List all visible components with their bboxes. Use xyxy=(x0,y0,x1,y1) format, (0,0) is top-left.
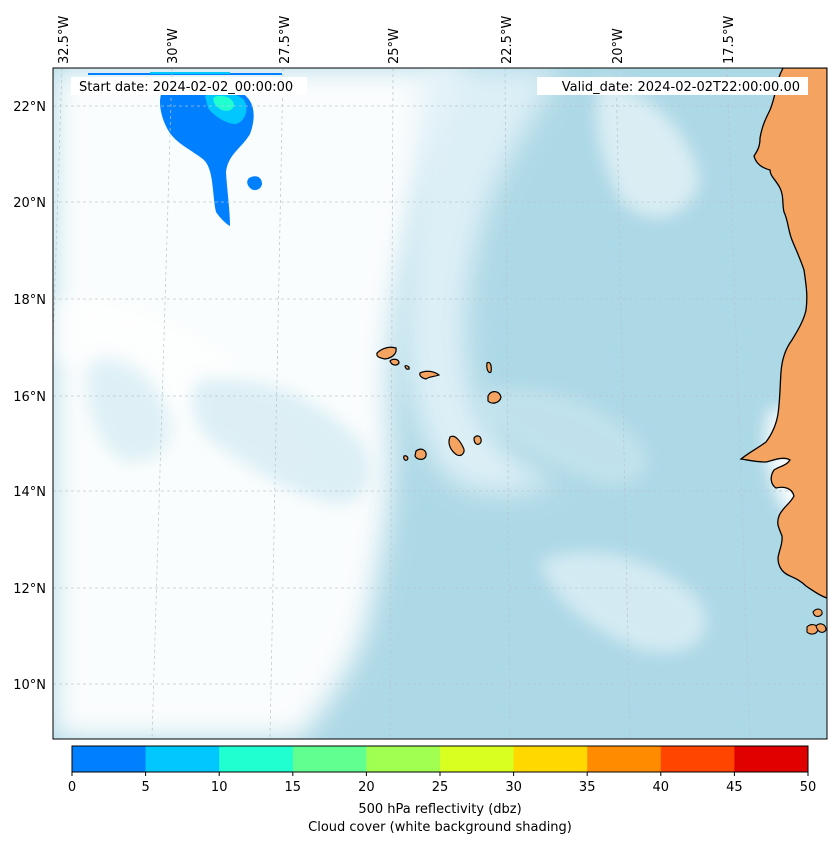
info-box-valid: Valid_date: 2024-02-02T22:00:00.00 xyxy=(537,77,808,95)
island-fogo xyxy=(414,448,427,460)
colorbar-segment xyxy=(513,746,588,772)
lat-label: 20°N xyxy=(13,196,46,211)
lat-label: 22°N xyxy=(13,100,46,115)
cloud-cover-shading xyxy=(53,68,827,739)
latitude-labels: 22°N 20°N 18°N 16°N 14°N 12°N 10°N xyxy=(13,100,46,693)
island-maio xyxy=(473,435,482,445)
colorbar-tick-label: 40 xyxy=(653,780,670,795)
bijagos-island-2 xyxy=(812,608,823,617)
reflectivity-top-strip xyxy=(150,72,230,74)
colorbar-tick-label: 30 xyxy=(505,780,522,795)
map-panel: Start date: 2024-02-02_00:00:00 Valid_da… xyxy=(53,68,827,739)
info-box-start: Start date: 2024-02-02_00:00:00 xyxy=(71,77,307,95)
colorbar-segment xyxy=(72,746,147,772)
lat-label: 18°N xyxy=(13,293,46,308)
island-sao-vicente xyxy=(389,358,400,366)
colorbar-tick-label: 45 xyxy=(726,780,743,795)
lon-label: 30°W xyxy=(166,28,181,64)
lat-label: 14°N xyxy=(13,485,46,500)
lon-label: 25°W xyxy=(387,28,402,64)
colorbar-segments xyxy=(72,746,809,772)
island-brava xyxy=(403,455,409,461)
lat-label: 16°N xyxy=(13,390,46,405)
africa-mainland xyxy=(739,68,827,599)
colorbar-tick-label: 0 xyxy=(68,780,76,795)
colorbar-tick-label: 20 xyxy=(358,780,375,795)
colorbar-segment xyxy=(292,746,367,772)
island-santiago xyxy=(448,435,465,457)
island-sao-nicolau xyxy=(419,370,441,380)
lon-label: 32.5°W xyxy=(57,16,72,64)
island-sal xyxy=(486,361,492,374)
colorbar-title: 500 hPa reflectivity (dbz) xyxy=(358,802,521,817)
colorbar-segment xyxy=(734,746,809,772)
colorbar-segment xyxy=(219,746,294,772)
start-date-text: Start date: 2024-02-02_00:00:00 xyxy=(79,80,293,95)
lon-label: 20°W xyxy=(611,28,626,64)
island-santa-luzia xyxy=(404,365,410,370)
colorbar-tick-label: 5 xyxy=(141,780,149,795)
reflectivity-patch xyxy=(88,72,282,226)
lon-label: 27.5°W xyxy=(278,16,293,64)
colorbar-segment xyxy=(587,746,662,772)
colorbar-subtitle: Cloud cover (white background shading) xyxy=(308,820,572,835)
lon-label: 22.5°W xyxy=(500,16,515,64)
lat-label: 12°N xyxy=(13,582,46,597)
colorbar-tick-label: 15 xyxy=(285,780,302,795)
colorbar-segment xyxy=(366,746,441,772)
colorbar-segment xyxy=(660,746,735,772)
colorbar-tick-label: 10 xyxy=(211,780,228,795)
valid-date-text: Valid_date: 2024-02-02T22:00:00.00 xyxy=(562,80,800,95)
cape-verde-islands xyxy=(376,346,502,461)
land-areas xyxy=(739,68,827,635)
colorbar-ticks: 0 5 10 15 20 25 30 35 40 45 50 xyxy=(68,772,816,795)
colorbar-segment xyxy=(145,746,220,772)
reflectivity-cell-small xyxy=(247,176,262,191)
reflectivity-band-15-20 xyxy=(213,95,234,111)
island-boa-vista xyxy=(487,391,502,404)
colorbar-tick-label: 35 xyxy=(579,780,596,795)
colorbar-tick-label: 50 xyxy=(800,780,817,795)
graticule xyxy=(53,68,827,739)
map-frame xyxy=(52,67,828,740)
colorbar: 0 5 10 15 20 25 30 35 40 45 50 500 hPa reflectivit… xyxy=(68,745,816,835)
longitude-labels: 32.5°W 30°W 27.5°W 25°W 22.5°W 20°W 17.5… xyxy=(57,16,737,64)
bijagos-island-3 xyxy=(815,623,827,633)
colorbar-tick-label: 25 xyxy=(432,780,449,795)
colorbar-segment xyxy=(440,746,515,772)
lat-label: 10°N xyxy=(13,678,46,693)
island-santo-antao xyxy=(376,346,397,360)
lon-label: 17.5°W xyxy=(722,16,737,64)
